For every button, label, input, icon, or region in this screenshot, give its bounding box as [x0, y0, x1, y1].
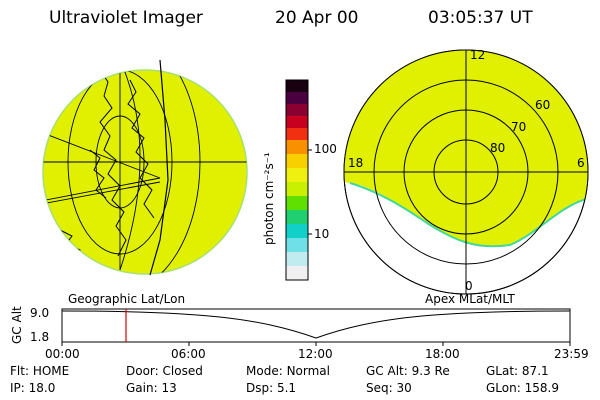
left-panel-caption: Geographic Lat/Lon — [68, 292, 186, 306]
colorbar-tick-100: 100 — [314, 142, 337, 156]
mlat-label-80: 80 — [490, 141, 506, 155]
dsp-info: Dsp: 5.1 — [246, 381, 297, 395]
mlt-label-6: 6 — [577, 156, 585, 170]
mlt-label-18: 18 — [348, 156, 364, 170]
timeline-xtick-0000: 00:00 — [45, 347, 80, 361]
mlt-label-0: 0 — [465, 279, 473, 293]
timeline-axis-label: GC Alt — [10, 306, 24, 344]
door-info: Door: Closed — [126, 364, 203, 378]
colorbar — [285, 79, 312, 281]
timeline-xtick-2359: 23:59 — [554, 347, 589, 361]
flight-info: Flt: HOME — [10, 364, 70, 378]
colorbar-tick-10: 10 — [314, 227, 330, 241]
colorbar-unit-label: photon cm⁻²s⁻¹ — [262, 152, 276, 245]
timeline-plot — [61, 308, 571, 346]
timeline-xtick-0600: 06:00 — [171, 347, 206, 361]
apex-polar-image — [343, 49, 589, 295]
seq-info: Seq: 30 — [366, 381, 412, 395]
right-panel-caption: Apex MLat/MLT — [425, 292, 515, 306]
glat-info: GLat: 87.1 — [486, 364, 549, 378]
geographic-image — [42, 59, 248, 276]
instrument-title: Ultraviolet Imager — [49, 8, 203, 28]
date-label: 20 Apr 00 — [275, 8, 359, 28]
mode-info: Mode: Normal — [246, 364, 330, 378]
mlat-label-60: 60 — [535, 98, 551, 112]
time-label: 03:05:37 UT — [428, 8, 533, 28]
gain-info: Gain: 13 — [126, 381, 177, 395]
gc-alt-info: GC Alt: 9.3 Re — [366, 364, 450, 378]
timeline-ytick-low: 1.8 — [30, 330, 50, 344]
glon-info: GLon: 158.9 — [486, 381, 559, 395]
ip-info: IP: 18.0 — [10, 381, 56, 395]
mlat-label-70: 70 — [511, 120, 527, 134]
timeline-xtick-1800: 18:00 — [425, 347, 460, 361]
mlt-label-12: 12 — [470, 48, 486, 62]
timeline-xtick-1200: 12:00 — [298, 347, 333, 361]
timeline-ytick-high: 9.0 — [30, 306, 50, 320]
